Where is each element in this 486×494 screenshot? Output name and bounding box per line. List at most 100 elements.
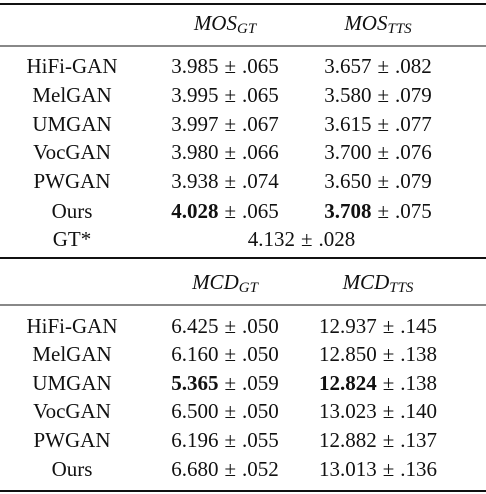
error: .140 <box>400 399 437 423</box>
column-header: MCDGT <box>191 270 260 297</box>
mean: 6.500 <box>171 399 218 423</box>
error: .050 <box>242 342 279 366</box>
error: .138 <box>400 342 437 366</box>
cell: 3.708 ± .075 <box>324 199 432 223</box>
error: .066 <box>242 140 279 164</box>
mean: 6.160 <box>171 342 218 366</box>
cell: 3.980 ± .066 <box>171 140 279 164</box>
plus-minus: ± <box>383 371 395 395</box>
mean: 4.028 <box>171 199 218 223</box>
column-header: MOSTTS <box>343 11 412 38</box>
cell: 6.680 ± .052 <box>171 457 279 481</box>
cell: 6.425 ± .050 <box>171 314 279 338</box>
mean: 3.997 <box>171 112 218 136</box>
plus-minus: ± <box>224 399 236 423</box>
plus-minus: ± <box>383 457 395 481</box>
cell: 3.615 ± .077 <box>324 112 432 136</box>
plus-minus: ± <box>377 199 389 223</box>
plus-minus: ± <box>224 140 236 164</box>
mean: 6.425 <box>171 314 218 338</box>
row-label: HiFi-GAN <box>26 314 117 338</box>
cell: 3.580 ± .079 <box>324 83 432 107</box>
mean: 12.824 <box>319 371 377 395</box>
row-label: MelGAN <box>32 342 111 366</box>
error: .145 <box>400 314 437 338</box>
cell: 3.938 ± .074 <box>171 169 279 193</box>
row-label: PWGAN <box>34 169 111 193</box>
row-label: PWGAN <box>34 428 111 452</box>
plus-minus: ± <box>383 342 395 366</box>
plus-minus: ± <box>377 54 389 78</box>
error: .028 <box>319 227 356 251</box>
row-label: Ours <box>52 457 93 481</box>
error: .074 <box>242 169 279 193</box>
error: .075 <box>395 199 432 223</box>
error: .067 <box>242 112 279 136</box>
mean: 3.985 <box>171 54 218 78</box>
cell: 3.700 ± .076 <box>324 140 432 164</box>
header-sub: GT <box>237 21 258 37</box>
mean: 6.196 <box>171 428 218 452</box>
row-label: VocGAN <box>33 399 111 423</box>
cell: 13.023 ± .140 <box>319 399 437 423</box>
column-header: MCDTTS <box>342 270 414 297</box>
plus-minus: ± <box>224 457 236 481</box>
mean: 3.995 <box>171 83 218 107</box>
cell: 3.985 ± .065 <box>171 54 279 78</box>
plus-minus: ± <box>224 169 236 193</box>
plus-minus: ± <box>224 54 236 78</box>
cell: 5.365 ± .059 <box>171 371 279 395</box>
mean: 3.938 <box>171 169 218 193</box>
plus-minus: ± <box>377 83 389 107</box>
header-main: MCD <box>342 270 390 294</box>
row-label: GT* <box>53 227 92 251</box>
cell: 12.824 ± .138 <box>319 371 437 395</box>
mean: 4.132 <box>248 227 295 251</box>
mean: 3.980 <box>171 140 218 164</box>
error: .065 <box>242 83 279 107</box>
header-main: MOS <box>193 11 238 35</box>
plus-minus: ± <box>224 314 236 338</box>
mean: 3.657 <box>324 54 371 78</box>
plus-minus: ± <box>224 371 236 395</box>
mean: 12.850 <box>319 342 377 366</box>
cell: 3.997 ± .067 <box>171 112 279 136</box>
plus-minus: ± <box>224 83 236 107</box>
row-label: UMGAN <box>32 371 111 395</box>
mean: 3.708 <box>324 199 371 223</box>
plus-minus: ± <box>301 227 313 251</box>
error: .136 <box>400 457 437 481</box>
column-header: MOSGT <box>193 11 258 38</box>
cell: 6.500 ± .050 <box>171 399 279 423</box>
error: .065 <box>242 54 279 78</box>
error: .055 <box>242 428 279 452</box>
cell: 12.882 ± .137 <box>319 428 437 452</box>
error: .065 <box>242 199 279 223</box>
error: .050 <box>242 314 279 338</box>
error: .050 <box>242 399 279 423</box>
mean: 5.365 <box>171 371 218 395</box>
header-sub: GT <box>239 280 260 296</box>
mean: 3.580 <box>324 83 371 107</box>
cell: 12.850 ± .138 <box>319 342 437 366</box>
row-label: HiFi-GAN <box>26 54 117 78</box>
error: .052 <box>242 457 279 481</box>
cell: 6.160 ± .050 <box>171 342 279 366</box>
error: .137 <box>400 428 437 452</box>
row-label: MelGAN <box>32 83 111 107</box>
mean: 12.937 <box>319 314 377 338</box>
mean: 3.650 <box>324 169 371 193</box>
cell: 6.196 ± .055 <box>171 428 279 452</box>
cell: 13.013 ± .136 <box>319 457 437 481</box>
mean: 3.615 <box>324 112 371 136</box>
plus-minus: ± <box>224 342 236 366</box>
row-label: UMGAN <box>32 112 111 136</box>
plus-minus: ± <box>224 428 236 452</box>
mean: 13.023 <box>319 399 377 423</box>
error: .079 <box>395 83 432 107</box>
error: .076 <box>395 140 432 164</box>
plus-minus: ± <box>377 112 389 136</box>
cell: 4.132 ± .028 <box>248 227 356 251</box>
plus-minus: ± <box>224 112 236 136</box>
